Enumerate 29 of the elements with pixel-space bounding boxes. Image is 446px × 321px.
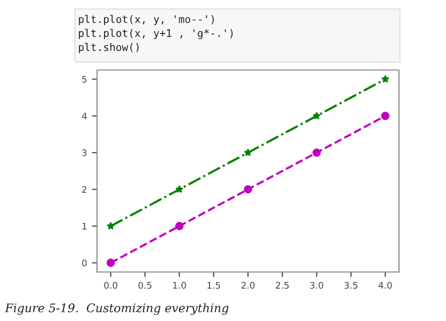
- y-tick-label: 4: [82, 112, 87, 120]
- text: plt.show(): [78, 42, 139, 54]
- x-tick-label: 1.5: [207, 282, 220, 289]
- caption: Figure 5-19. Customizing everything: [4, 303, 228, 315]
- point: [175, 185, 184, 193]
- x-tick-label: 0.5: [138, 282, 152, 289]
- text: plt.plot(x, y, 'mo--'): [78, 14, 214, 26]
- x-tick-label: 4.0: [378, 282, 392, 289]
- x-tick-label: 0.0: [104, 282, 118, 289]
- point: [175, 222, 184, 230]
- y-tick-label: 2: [82, 186, 86, 193]
- y-tick-label: 3: [82, 149, 87, 156]
- x-tick-label: 3.5: [344, 282, 358, 289]
- x-tick-label: 1.0: [173, 282, 186, 289]
- point: [244, 148, 252, 156]
- point: [106, 222, 115, 230]
- point: [312, 112, 321, 120]
- point: [106, 258, 115, 267]
- point: [381, 75, 390, 83]
- y-tick-label: 0: [82, 260, 87, 266]
- y-tick-label: 5: [82, 76, 86, 83]
- x-tick-label: 2.0: [241, 282, 255, 289]
- y-tick-label: 1: [82, 222, 86, 230]
- x-tick-label: 2.5: [276, 282, 289, 289]
- point: [244, 185, 252, 194]
- point: [312, 148, 321, 157]
- x-tick-label: 3.0: [310, 282, 324, 289]
- text: plt.plot(x, y+1 , 'g*-.'): [78, 28, 233, 40]
- point: [381, 112, 390, 120]
